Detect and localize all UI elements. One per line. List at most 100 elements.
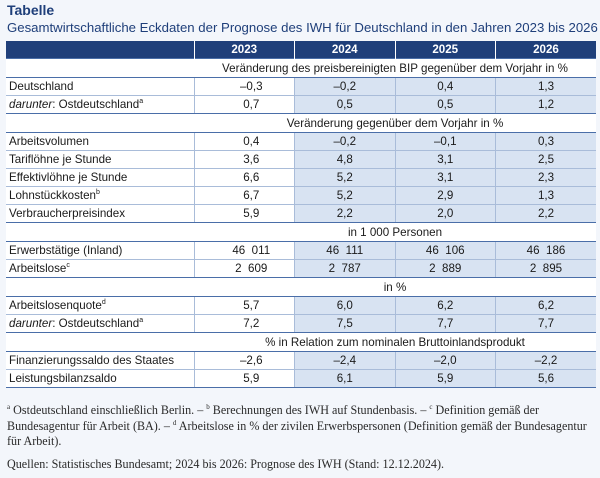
- year-header: 2025: [394, 41, 496, 59]
- footnote-marker: d: [101, 299, 106, 307]
- table-row: Lohnstückkostenb 6,7 5,2 2,9 1,3: [6, 186, 596, 205]
- value-cell: 1,3: [495, 77, 596, 96]
- section-heading: % in Relation zum nominalen Bruttoinland…: [194, 332, 596, 352]
- table-row: Finanzierungssaldo des Staates –2,6 –2,4 –2…: [6, 351, 596, 370]
- value-cell: 3,1: [394, 150, 496, 169]
- value-cell: 2,0: [394, 204, 496, 223]
- row-label-text: : Ostdeutschland: [52, 98, 140, 111]
- table-row: darunter: Ostdeutschlanda 7,2 7,5 7,7 7,7: [6, 314, 596, 333]
- row-label-text: Arbeitslosenquote: [9, 299, 102, 312]
- table-row: Tariflöhne je Stunde 3,6 4,8 3,1 2,5: [6, 150, 596, 169]
- section-blank-cell: [6, 277, 194, 297]
- section-heading: in 1 000 Personen: [194, 222, 596, 242]
- section-heading: Veränderung des preisbereinigten BIP geg…: [194, 58, 596, 78]
- row-label-text: : Ostdeutschland: [52, 317, 140, 330]
- row-label-text: Finanzierungssaldo des Staates: [9, 354, 174, 367]
- value-cell: 5,7: [193, 296, 295, 315]
- table-subtitle: Gesamtwirtschaftliche Eckdaten der Progn…: [7, 20, 598, 35]
- footnote-marker-a: a: [7, 402, 11, 411]
- year-header: 2023: [193, 41, 295, 59]
- footnote-marker: a: [139, 317, 144, 325]
- value-cell: 0,3: [495, 132, 596, 151]
- value-cell: 0,5: [294, 95, 395, 114]
- row-label: Arbeitslosec: [6, 259, 194, 278]
- footnotes: a Ostdeutschland einschließlich Berlin. …: [7, 403, 595, 450]
- value-cell: 6,2: [495, 296, 596, 315]
- value-cell: 46 186: [495, 241, 596, 260]
- value-cell: 5,2: [294, 168, 395, 187]
- row-label-text: Leistungsbilanzsaldo: [9, 372, 117, 385]
- value-cell: 2,2: [495, 204, 596, 223]
- value-cell: 3,1: [394, 168, 496, 187]
- table-row: Deutschland –0,3 –0,2 0,4 1,3: [6, 77, 596, 96]
- value-cell: 0,4: [394, 77, 496, 96]
- row-label: Arbeitslosenquoted: [6, 296, 194, 315]
- value-cell: –0,1: [394, 132, 496, 151]
- value-cell: 6,7: [193, 186, 295, 205]
- section-heading-row: in %: [6, 277, 596, 297]
- value-cell: 46 111: [294, 241, 395, 260]
- value-cell: 6,6: [193, 168, 295, 187]
- value-cell: –0,2: [294, 132, 395, 151]
- row-label: Finanzierungssaldo des Staates: [6, 351, 194, 370]
- value-cell: 7,7: [394, 314, 496, 333]
- section-heading-row: Veränderung des preisbereinigten BIP geg…: [6, 58, 596, 78]
- value-cell: 5,6: [495, 369, 596, 388]
- row-label-text: Erwerbstätige (Inland): [9, 244, 123, 257]
- row-label: darunter: Ostdeutschlanda: [6, 95, 194, 114]
- value-cell: –2,2: [495, 351, 596, 370]
- header-row: 2023 2024 2025 2026: [6, 41, 596, 59]
- footnote-marker: a: [139, 98, 144, 106]
- value-cell: 2 609: [193, 259, 295, 278]
- footnote-text: Ostdeutschland einschließlich Berlin. – …: [7, 402, 587, 448]
- section-blank-cell: [6, 222, 194, 242]
- value-cell: 46 106: [394, 241, 496, 260]
- row-label-prefix: darunter: [9, 317, 53, 330]
- row-label: Deutschland: [6, 77, 194, 96]
- value-cell: –2,4: [294, 351, 395, 370]
- row-label: Effektivlöhne je Stunde: [6, 168, 194, 187]
- row-label: Leistungsbilanzsaldo: [6, 369, 194, 388]
- footnote-marker: b: [206, 402, 210, 411]
- value-cell: 6,0: [294, 296, 395, 315]
- value-cell: 1,3: [495, 186, 596, 205]
- table-row: Effektivlöhne je Stunde 6,6 5,2 3,1 2,3: [6, 168, 596, 187]
- section-heading-row: Veränderung gegenüber dem Vorjahr in %: [6, 113, 596, 133]
- row-label-text: Lohnstückkosten: [9, 189, 97, 202]
- row-label-text: Arbeitslose: [9, 262, 67, 275]
- row-label-text: Verbraucherpreisindex: [9, 207, 126, 220]
- table-row: Leistungsbilanzsaldo 5,9 6,1 5,9 5,6: [6, 369, 596, 388]
- value-cell: 1,2: [495, 95, 596, 114]
- section-blank-cell: [6, 58, 194, 78]
- value-cell: 7,5: [294, 314, 395, 333]
- value-cell: 2,3: [495, 168, 596, 187]
- value-cell: 0,7: [193, 95, 295, 114]
- value-cell: 3,6: [193, 150, 295, 169]
- section-heading: in %: [194, 277, 596, 297]
- value-cell: –2,6: [193, 351, 295, 370]
- row-label: darunter: Ostdeutschlanda: [6, 314, 194, 333]
- value-cell: 5,2: [294, 186, 395, 205]
- value-cell: 5,9: [193, 204, 295, 223]
- value-cell: 0,4: [193, 132, 295, 151]
- row-label-text: Tariflöhne je Stunde: [9, 153, 112, 166]
- value-cell: 2 787: [294, 259, 395, 278]
- row-label-text: Effektivlöhne je Stunde: [9, 171, 128, 184]
- value-cell: 2,9: [394, 186, 496, 205]
- section-heading-row: in 1 000 Personen: [6, 222, 596, 242]
- table-row: Arbeitslosenquoted 5,7 6,0 6,2 6,2: [6, 296, 596, 315]
- value-cell: 46 011: [193, 241, 295, 260]
- footnote-marker: c: [429, 402, 433, 411]
- row-label-prefix: darunter: [9, 98, 53, 111]
- row-label: Erwerbstätige (Inland): [6, 241, 194, 260]
- header-blank-cell: [6, 41, 194, 59]
- section-heading: Veränderung gegenüber dem Vorjahr in %: [194, 113, 596, 133]
- value-cell: 6,2: [394, 296, 496, 315]
- value-cell: 5,9: [193, 369, 295, 388]
- row-label: Tariflöhne je Stunde: [6, 150, 194, 169]
- year-header: 2024: [294, 41, 395, 59]
- table-row: Verbraucherpreisindex 5,9 2,2 2,0 2,2: [6, 204, 596, 223]
- footnote-marker: c: [66, 262, 70, 270]
- section-blank-cell: [6, 332, 194, 352]
